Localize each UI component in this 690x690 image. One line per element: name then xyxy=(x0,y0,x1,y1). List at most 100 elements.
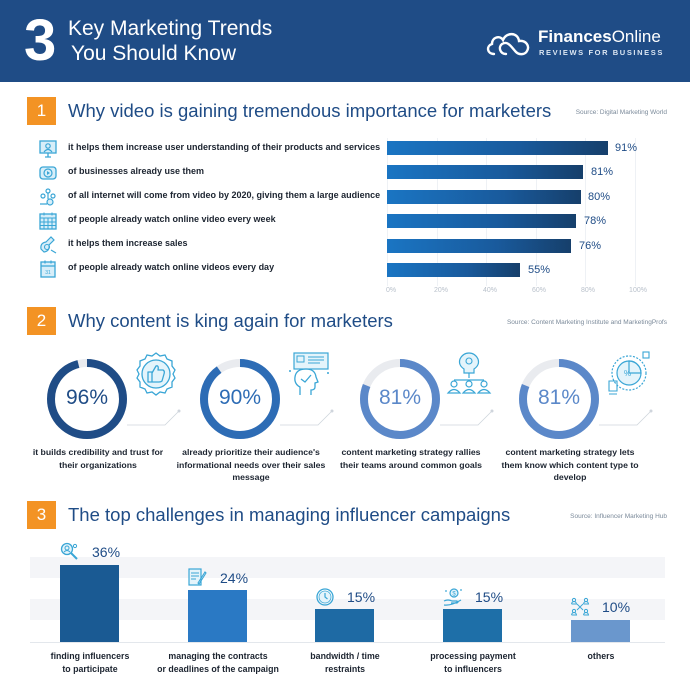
search-people-icon xyxy=(60,542,78,560)
video-stat-row: it helps them increase user understandin… xyxy=(38,139,381,159)
influencer-bar xyxy=(443,609,502,642)
bar-label: finding influencers to participate xyxy=(50,651,130,674)
video-stat-label: of businesses already use them xyxy=(68,166,205,176)
x-tick: 80% xyxy=(580,287,596,294)
section-source: Source: Influencer Marketing Hub xyxy=(570,513,667,520)
influencer-bar xyxy=(571,620,630,642)
title-line-1: Key Marketing Trends xyxy=(68,17,273,40)
donut-value: 96% xyxy=(65,386,109,409)
section-title: Why video is gaining tremendous importan… xyxy=(68,100,552,121)
donut-chart xyxy=(519,359,599,439)
donut-chart xyxy=(360,359,440,439)
video-bar xyxy=(387,263,521,277)
x-tick: 40% xyxy=(482,287,498,294)
thumbs-up-badge-icon xyxy=(136,352,176,396)
financesonline-logo[interactable]: FinancesOnline REVIEWS FOR BUSINESS xyxy=(484,28,674,60)
contract-sign-icon xyxy=(188,568,207,586)
x-tick: 20% xyxy=(433,287,449,294)
gridline xyxy=(635,138,636,286)
video-bar xyxy=(387,141,608,155)
section-2-header: 2 Why content is king again for marketer… xyxy=(27,307,667,335)
video-bar-value: 55% xyxy=(528,264,551,276)
x-tick: 100% xyxy=(629,287,647,294)
header-number: 3 xyxy=(24,8,57,73)
connector-line xyxy=(280,409,334,426)
donut-value: 90% xyxy=(218,386,262,409)
video-stat-row: 31 of people already watch online videos… xyxy=(38,259,378,279)
daily-calendar-icon: 31 xyxy=(40,260,56,278)
section-source: Source: Digital Marketing World xyxy=(575,109,667,116)
bar-value: 10% xyxy=(602,599,631,615)
svg-text:31: 31 xyxy=(45,270,51,276)
influencer-bar xyxy=(60,565,119,642)
content-stat-card: 90% already prioritize their audience's … xyxy=(177,352,358,487)
gridline xyxy=(436,138,438,286)
gridline xyxy=(535,138,537,286)
video-stat-label: of people already watch online video eve… xyxy=(68,214,276,224)
logo-tagline: REVIEWS FOR BUSINESS xyxy=(539,48,664,57)
sales-growth-icon xyxy=(40,236,57,254)
video-stat-row: of businesses already use them xyxy=(38,163,378,183)
header-banner: 3 Key Marketing Trends You Should Know F… xyxy=(0,0,690,82)
audience-network-icon xyxy=(40,188,56,206)
payment-hand-icon: $ xyxy=(443,588,462,606)
audience-mind-icon xyxy=(289,352,329,395)
video-bar xyxy=(387,214,577,228)
svg-text:$: $ xyxy=(452,592,456,598)
bar-value: 15% xyxy=(475,589,504,605)
video-bar-value: 91% xyxy=(615,142,638,154)
content-analytics-icon: % xyxy=(608,351,650,395)
video-bar-value: 76% xyxy=(579,240,602,252)
video-stat-row: it helps them increase sales xyxy=(38,235,378,255)
donut-value: 81% xyxy=(378,386,422,409)
bar-label: bandwidth / time restraints xyxy=(310,651,380,674)
video-bar-value: 81% xyxy=(591,166,614,178)
donut-value: 81% xyxy=(537,386,581,409)
section-number-badge: 3 xyxy=(27,501,56,529)
section-3-header: 3 The top challenges in managing influen… xyxy=(27,501,667,529)
video-stat-row: of all internet will come from video by … xyxy=(38,187,381,207)
section-number-badge: 2 xyxy=(27,307,56,335)
section-title: Why content is king again for marketers xyxy=(68,310,393,331)
video-stat-label: it helps them increase user understandin… xyxy=(68,142,381,152)
content-stat-card: 96% it builds credibility and trust for … xyxy=(33,352,205,487)
bar-value: 36% xyxy=(92,544,121,560)
page-title: Key Marketing Trends You Should Know xyxy=(68,16,272,66)
video-bar-chart: 91% 81% 80% 78% 76% 55% 0% 20% 40% 60% 8… xyxy=(386,138,647,294)
connector-line xyxy=(599,409,653,426)
donut-chart xyxy=(200,359,280,439)
video-bar xyxy=(387,190,581,204)
video-presentation-icon xyxy=(39,140,57,158)
influencer-bar xyxy=(188,590,247,642)
video-bar xyxy=(387,239,572,253)
video-stat-label: it helps them increase sales xyxy=(68,238,188,248)
weekly-calendar-icon xyxy=(39,212,57,230)
video-stat-label: of all internet will come from video by … xyxy=(68,190,381,200)
section-title: The top challenges in managing influence… xyxy=(68,504,511,525)
bar-label: managing the contracts or deadlines of th… xyxy=(157,651,279,674)
cloud-logo-icon xyxy=(486,32,530,56)
bar-value: 24% xyxy=(220,570,249,586)
donut-chart xyxy=(47,359,127,439)
team-idea-icon xyxy=(446,352,492,394)
section-number-badge: 1 xyxy=(27,97,56,125)
connector-line xyxy=(440,409,494,426)
bar-label: others xyxy=(587,651,615,661)
logo-brand: FinancesOnline xyxy=(538,27,661,46)
gridline xyxy=(585,138,587,286)
bar-label: processing payment to influencers xyxy=(430,651,516,674)
content-stat-card: 81% % content marketing strategy lets th… xyxy=(501,351,677,487)
background-band xyxy=(30,557,665,578)
x-tick: 60% xyxy=(531,287,547,294)
gridline xyxy=(486,138,488,286)
video-stat-label: of people already watch online videos ev… xyxy=(68,262,275,272)
svg-text:%: % xyxy=(624,369,631,378)
influencer-bar xyxy=(315,609,374,642)
section-1-header: 1 Why video is gaining tremendous import… xyxy=(27,97,667,125)
section-source: Source: Content Marketing Institute and … xyxy=(506,319,667,326)
bar-value: 15% xyxy=(347,589,376,605)
video-bar xyxy=(387,165,584,179)
donut-caption: content marketing strategy rallies their… xyxy=(340,447,482,470)
donut-caption: content marketing strategy lets them kno… xyxy=(501,447,639,482)
